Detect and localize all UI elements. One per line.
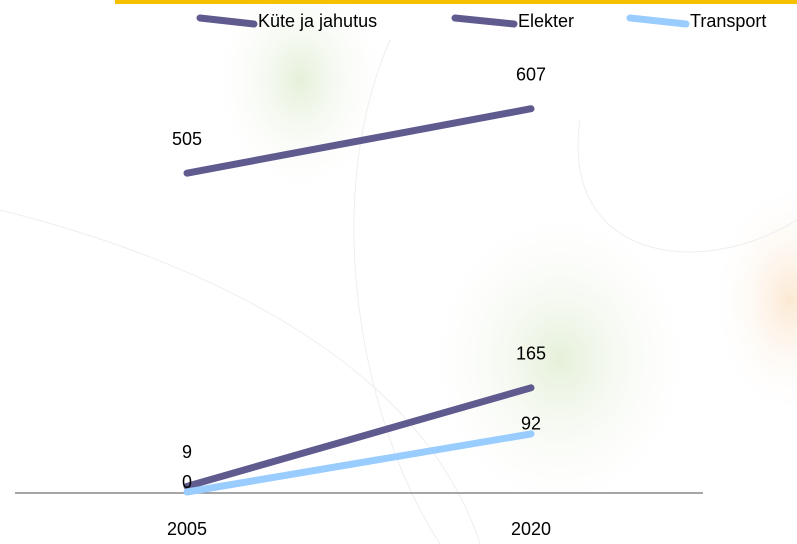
x-tick-label: 2020 [511, 519, 551, 539]
series-line [183, 430, 535, 496]
data-label: 607 [516, 64, 546, 84]
legend-swatch [451, 14, 518, 28]
legend-label: Elekter [518, 11, 574, 31]
legend-swatch [196, 14, 258, 28]
series-line [183, 384, 535, 490]
data-label: 505 [172, 129, 202, 149]
data-label: 9 [182, 442, 192, 462]
legend-label: Transport [690, 11, 766, 31]
data-label: 165 [516, 344, 546, 364]
header-bar [115, 0, 797, 4]
data-label: 92 [521, 414, 541, 434]
data-label: 0 [182, 472, 192, 492]
legend-label: Küte ja jahutus [258, 11, 377, 31]
x-tick-label: 2005 [167, 519, 207, 539]
legend-swatch [626, 14, 690, 28]
series-line [183, 105, 535, 177]
